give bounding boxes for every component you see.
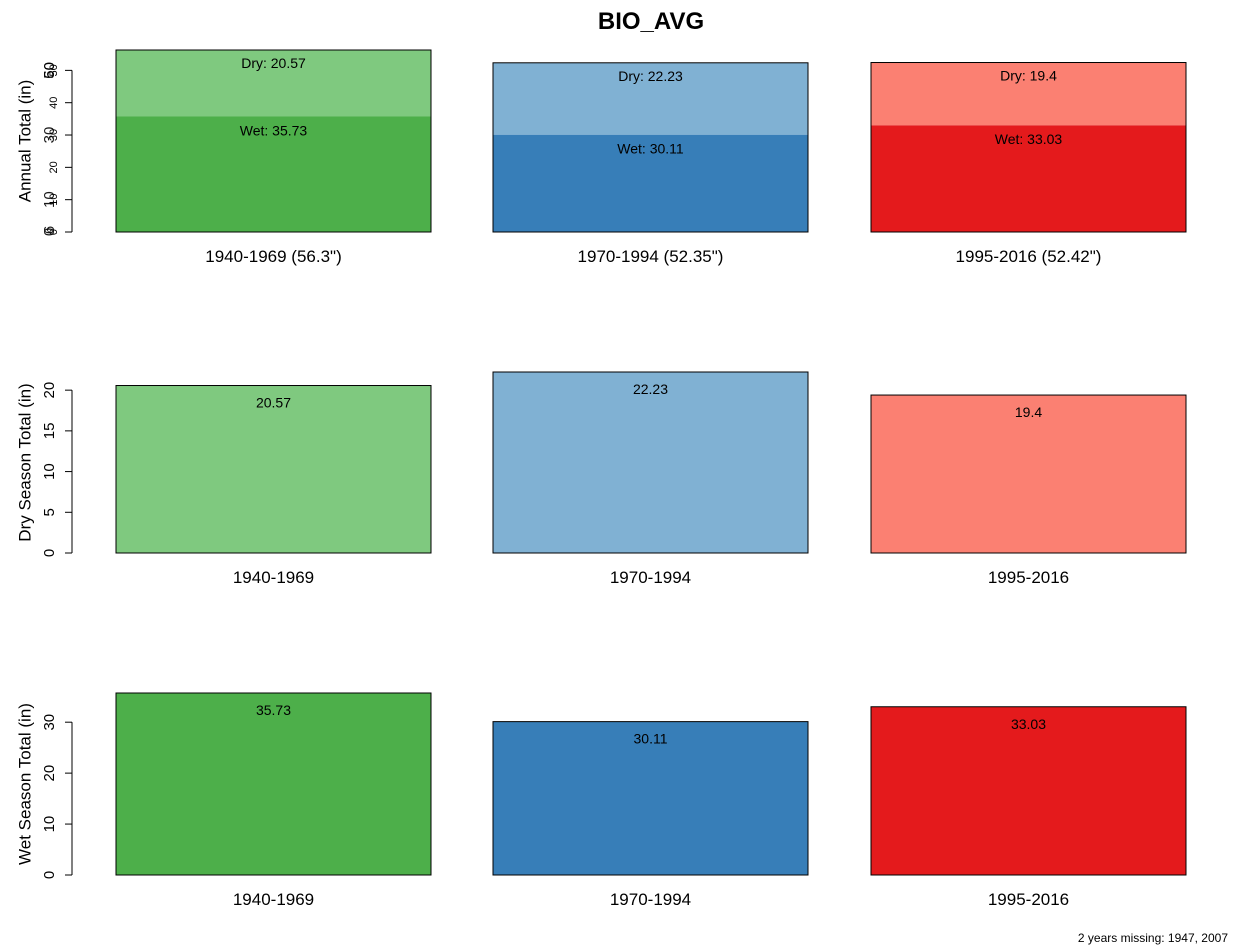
bar — [870, 394, 1187, 554]
y-tick-label: 20 — [41, 382, 58, 399]
category-label: 1995-2016 (52.42") — [956, 247, 1102, 266]
bar — [870, 706, 1187, 876]
y-tick-label: 30 — [41, 714, 58, 731]
y-tick-label: 0 — [48, 229, 60, 235]
bar-segment-dry — [493, 62, 808, 135]
y-tick-label: 5 — [41, 508, 58, 516]
bar-label-dry: Dry: 22.23 — [618, 68, 683, 84]
y-tick-label-overlay: 10 — [41, 191, 58, 208]
y-tick-label-overlay: 30 — [41, 127, 58, 144]
category-label: 1995-2016 — [988, 568, 1069, 587]
bar-value-label: 22.23 — [633, 381, 668, 397]
y-axis-title: Dry Season Total (in) — [15, 383, 34, 541]
bar-label-wet: Wet: 33.03 — [995, 131, 1063, 147]
y-tick-label: 0 — [41, 871, 58, 879]
bar-value-label: 33.03 — [1011, 716, 1046, 732]
category-label: 1970-1994 (52.35") — [578, 247, 724, 266]
bar-outline — [492, 62, 809, 233]
category-label: 1940-1969 (56.3") — [205, 247, 341, 266]
category-label: 1940-1969 — [233, 890, 314, 909]
bar-label-dry: Dry: 20.57 — [241, 55, 306, 71]
y-tick-label: 30 — [48, 129, 60, 141]
y-tick-label-overlay: 60 — [41, 62, 58, 79]
category-label: 1970-1994 — [610, 890, 691, 909]
bar-outline — [870, 62, 1187, 233]
y-tick-label: 10 — [48, 194, 60, 206]
category-label: 1940-1969 — [233, 568, 314, 587]
bar — [115, 385, 432, 554]
category-label: 1995-2016 — [988, 890, 1069, 909]
bar-segment-wet — [116, 116, 431, 232]
bar-segment-wet — [871, 125, 1186, 232]
bar-label-wet: Wet: 30.11 — [617, 141, 684, 157]
y-tick-label-overlay: 50 — [41, 62, 58, 79]
chart-title: BIO_AVG — [598, 8, 704, 35]
y-tick-label: 0 — [41, 549, 58, 557]
missing-years-note: 2 years missing: 1947, 2007 — [1078, 931, 1228, 945]
bar-value-label: 20.57 — [256, 395, 291, 411]
bar-value-label: 30.11 — [634, 731, 668, 747]
y-axis-title: Annual Total (in) — [15, 80, 34, 203]
bar-label-wet: Wet: 35.73 — [240, 122, 308, 138]
bar-value-label: 35.73 — [256, 702, 291, 718]
bar — [492, 371, 809, 554]
bar-segment-dry — [871, 62, 1186, 126]
y-tick-label: 40 — [48, 97, 60, 109]
category-label: 1970-1994 — [610, 568, 691, 587]
y-tick-label: 50 — [48, 64, 60, 76]
bar — [115, 692, 432, 876]
y-tick-label: 20 — [41, 765, 58, 782]
bar — [492, 721, 809, 876]
y-tick-label: 20 — [48, 161, 60, 173]
bar-value-label: 19.4 — [1015, 404, 1042, 420]
y-tick-label-overlay: 0 — [41, 228, 58, 236]
bar-label-dry: Dry: 19.4 — [1000, 68, 1057, 84]
bar-outline — [115, 49, 432, 233]
bar-segment-wet — [493, 134, 808, 232]
y-tick-label: 10 — [41, 816, 58, 833]
panel-2: 0 5 10 15 20 Dry Season Total (in) 20.57 1940-1… — [15, 371, 1187, 587]
panel-3: 0 10 20 30 Wet Season Total (in) 35.73 1940-19… — [15, 692, 1187, 909]
y-tick-label: 15 — [41, 423, 58, 440]
bar-segment-dry — [116, 50, 431, 117]
y-tick-label-overlay: 6 — [41, 226, 58, 234]
y-tick-label: 10 — [41, 463, 58, 480]
y-axis-title: Wet Season Total (in) — [15, 703, 34, 865]
